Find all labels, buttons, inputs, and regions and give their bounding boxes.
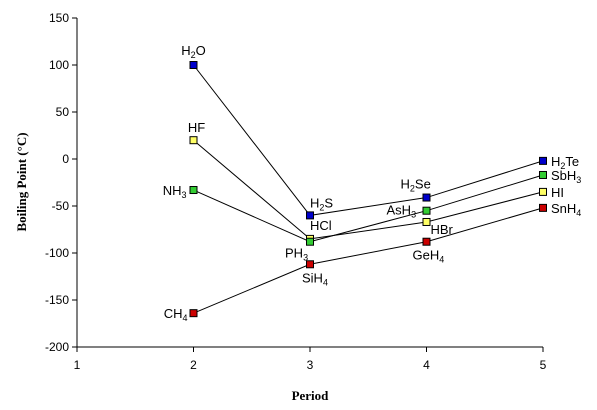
point-label-main: NH [163,183,182,198]
data-point [539,170,547,179]
point-label-main: HCl [310,218,332,233]
x-axis-title: Period [292,388,330,403]
point-label: HI [551,185,564,200]
point-label-subscript: 4 [182,313,187,323]
axes: 150 100 50 0 -50 -100 -150 -200 1 2 3 4 5 [45,11,547,372]
point-label-suffix: S [324,195,333,210]
data-point [539,203,547,212]
point-label: CH4 [164,306,188,323]
point-label-main: CH [164,306,183,321]
point-label: H2Te [551,154,579,171]
point-label: SbH3 [551,168,581,185]
series-line [193,207,544,314]
series-lines [193,64,544,314]
data-point [189,309,198,318]
data-point [422,217,431,226]
y-tick-label: 100 [49,58,69,72]
point-label-main: PH [285,246,303,261]
y-axis-title: Boiling Point (°C) [14,132,29,231]
point-label-subscript: 3 [181,190,186,200]
point-label-main: HF [188,120,205,135]
point-label: SiH4 [302,270,328,287]
data-point [539,156,547,165]
data-point [189,186,198,195]
data-point [422,237,431,246]
data-point [539,187,547,196]
point-label-main: H [181,43,190,58]
series-line [193,64,544,216]
point-label-main: HI [551,185,564,200]
x-tick-label: 2 [190,358,197,372]
point-label-subscript: 2 [560,161,565,171]
point-label: H2O [181,43,206,60]
point-label-main: SnH [551,201,576,216]
point-label: H2S [310,195,333,212]
x-tick-label: 4 [423,358,430,372]
point-label-main: SbH [551,168,576,183]
point-label: SnH4 [551,201,581,218]
y-tick-label: -200 [45,340,69,354]
point-label-subscript: 4 [323,277,328,287]
point-label-suffix: O [196,43,206,58]
data-point [306,237,314,246]
series-line [193,174,544,243]
data-point [189,61,198,69]
y-tick-label: 150 [49,11,69,25]
point-label-subscript: 3 [576,175,581,185]
point-label-main: HBr [431,222,454,237]
point-label: PH3 [285,246,308,263]
point-label-suffix: Te [565,154,579,169]
x-tick-label: 5 [540,358,547,372]
data-point [189,136,198,145]
data-point [306,260,314,269]
point-label: H2Se [401,177,431,194]
x-tick-label: 3 [307,358,314,372]
y-tick-label: -50 [52,199,70,213]
point-label: HBr [431,222,454,237]
y-tick-label: -100 [45,246,69,260]
point-label-subscript: 2 [319,202,324,212]
data-point [306,211,314,220]
y-tick-label: 0 [62,152,69,166]
point-label-main: GeH [413,248,440,263]
point-label: HF [188,120,205,135]
point-label: NH3 [163,183,187,200]
series-markers [189,61,547,318]
point-label: AsH3 [387,203,417,220]
point-label-main: H [401,177,410,192]
data-point [422,206,431,215]
point-label: GeH4 [413,248,445,265]
point-label-subscript: 4 [576,208,581,218]
point-label-subscript: 2 [191,50,196,60]
point-label-subscript: 3 [303,253,308,263]
data-point [422,193,431,202]
point-label-subscript: 2 [410,184,415,194]
y-tick-label: 50 [56,105,70,119]
point-label-subscript: 3 [411,210,416,220]
series-line [193,139,544,240]
point-label-main: SiH [302,270,323,285]
point-label-suffix: Se [415,177,431,192]
point-label-main: H [310,195,319,210]
y-tick-label: -150 [45,293,69,307]
point-label-main: H [551,154,560,169]
point-label: HCl [310,218,332,233]
x-tick-label: 1 [74,358,81,372]
point-label-main: AsH [387,203,412,218]
point-label-subscript: 4 [439,255,444,265]
